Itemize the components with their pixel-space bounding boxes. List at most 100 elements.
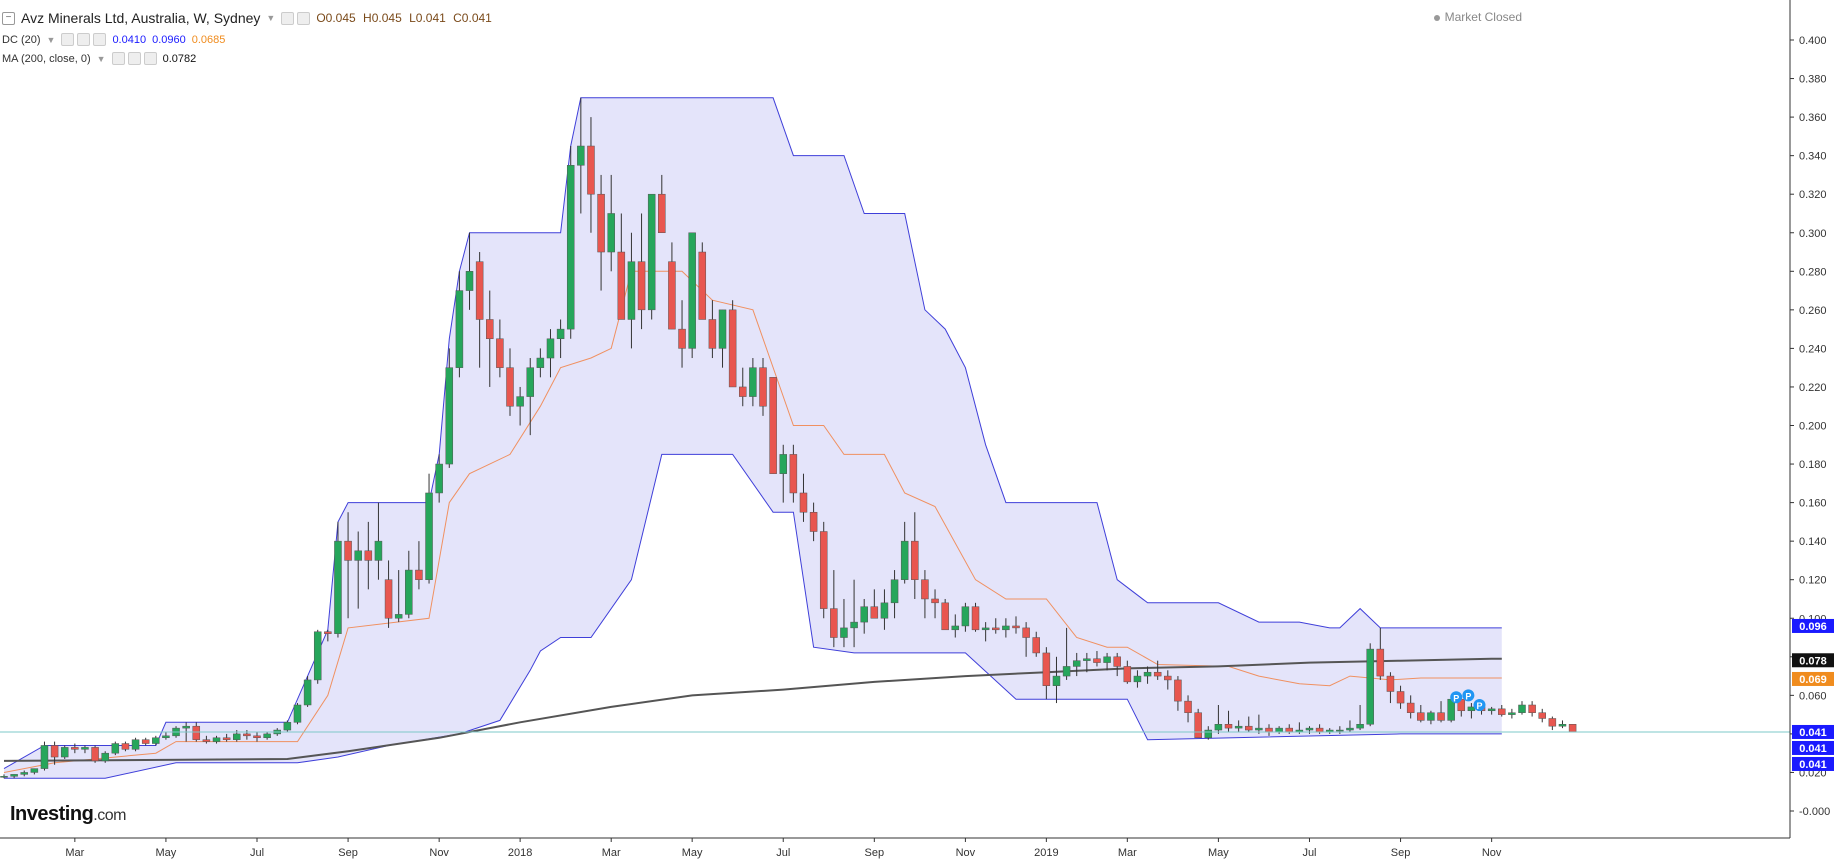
dc-settings-icon[interactable] <box>77 33 90 46</box>
candle-body-down <box>709 319 716 348</box>
chart-title[interactable]: Avz Minerals Ltd, Australia, W, Sydney <box>21 10 260 26</box>
candle-body-down <box>1245 726 1252 730</box>
candle-body-up <box>1144 672 1151 676</box>
x-tick-label: Nov <box>956 847 976 859</box>
candle-body-up <box>1468 707 1475 711</box>
ma-dropdown-icon[interactable]: ▼ <box>97 54 106 64</box>
candle-body-down <box>1407 703 1414 713</box>
candle-body-down <box>1185 701 1192 713</box>
y-tick-label: 0.260 <box>1799 305 1827 317</box>
collapse-icon[interactable]: − <box>2 12 15 25</box>
dc-dropdown-icon[interactable]: ▼ <box>47 35 56 45</box>
candle-body-down <box>193 726 200 739</box>
candle-body-down <box>203 740 210 742</box>
candle-body-down <box>223 738 230 740</box>
y-tick-label: -0.000 <box>1799 806 1830 818</box>
candle-body-down <box>1013 626 1020 628</box>
candle-body-down <box>760 368 767 407</box>
candle-body-down <box>142 740 149 744</box>
candle-body-down <box>1114 657 1121 667</box>
ma-visibility-icon[interactable] <box>112 52 125 65</box>
y-tick-label: 0.060 <box>1799 690 1827 702</box>
x-tick-label: May <box>682 847 703 859</box>
candle-body-up <box>132 740 139 750</box>
candle-body-up <box>1367 649 1374 724</box>
candle-body-down <box>668 262 675 329</box>
candle-body-down <box>871 607 878 619</box>
candle-body-up <box>21 772 28 774</box>
x-tick-label: Jul <box>250 847 264 859</box>
x-tick-label: 2018 <box>508 847 532 859</box>
candle-body-down <box>1174 680 1181 701</box>
candle-body-down <box>699 252 706 319</box>
candle-body-down <box>507 368 514 407</box>
dc-close-icon[interactable] <box>93 33 106 46</box>
candle-body-down <box>1529 705 1536 713</box>
candle-body-up <box>314 632 321 680</box>
candle-body-up <box>304 680 311 705</box>
dividend-marker: P <box>1450 691 1462 703</box>
title-dropdown-icon[interactable]: ▼ <box>266 13 275 23</box>
candle <box>314 630 321 684</box>
visibility-toggle-icon[interactable] <box>281 12 294 25</box>
ma-label[interactable]: MA (200, close, 0) <box>2 53 91 65</box>
candle <box>972 603 979 632</box>
candle-body-up <box>1508 713 1515 715</box>
x-tick-label: Mar <box>1118 847 1137 859</box>
candle-body-up <box>1104 657 1111 663</box>
candle <box>92 745 99 762</box>
ma-settings-icon[interactable] <box>128 52 141 65</box>
candle-body-down <box>942 603 949 630</box>
y-tick-label: 0.280 <box>1799 266 1827 278</box>
candle-body-up <box>1 776 8 777</box>
candle-body-up <box>1488 709 1495 711</box>
candle-body-down <box>1498 709 1505 715</box>
candle-body-up <box>719 310 726 349</box>
candle-body-down <box>830 609 837 638</box>
ma-close-icon[interactable] <box>144 52 157 65</box>
candle <box>132 738 139 751</box>
candle-body-down <box>1539 713 1546 719</box>
candle-body-up <box>1276 728 1283 732</box>
candle-body-up <box>982 628 989 630</box>
candle-body-down <box>587 146 594 194</box>
settings-icon[interactable] <box>297 12 310 25</box>
candle-body-up <box>861 607 868 622</box>
candle <box>294 703 301 724</box>
symbol-legend: − Avz Minerals Ltd, Australia, W, Sydney… <box>2 10 496 26</box>
candle-body-down <box>679 329 686 348</box>
candle-body-down <box>243 734 250 736</box>
candle-body-down <box>618 252 625 319</box>
candle-body-up <box>749 368 756 397</box>
candle-body-down <box>1316 728 1323 732</box>
candle <box>1367 643 1374 726</box>
candle <box>820 522 827 618</box>
candle <box>1195 709 1202 738</box>
candle-body-down <box>1023 628 1030 638</box>
x-tick-label: Jul <box>1302 847 1316 859</box>
candle <box>61 745 68 758</box>
price-badge-label: 0.041 <box>1799 727 1827 739</box>
candle <box>284 720 291 732</box>
candle-body-down <box>1397 691 1404 703</box>
ma-value: 0.0782 <box>163 53 197 65</box>
candle <box>567 146 574 339</box>
dc-label[interactable]: DC (20) <box>2 34 41 46</box>
candle-body-up <box>405 570 412 614</box>
dc-visibility-icon[interactable] <box>61 33 74 46</box>
candle-body-down <box>800 493 807 512</box>
x-tick-label: Sep <box>865 847 885 859</box>
x-tick-label: Nov <box>429 847 449 859</box>
investing-logo[interactable]: Investing.com <box>10 803 126 826</box>
candle-body-up <box>456 291 463 368</box>
candle-body-up <box>577 146 584 165</box>
candle-body-down <box>122 744 129 750</box>
candle-body-up <box>1083 659 1090 661</box>
y-tick-label: 0.340 <box>1799 151 1827 163</box>
candle-body-up <box>962 607 969 626</box>
candle-body-up <box>213 738 220 742</box>
dividend-marker: P <box>1462 689 1474 701</box>
candle <box>41 742 48 771</box>
